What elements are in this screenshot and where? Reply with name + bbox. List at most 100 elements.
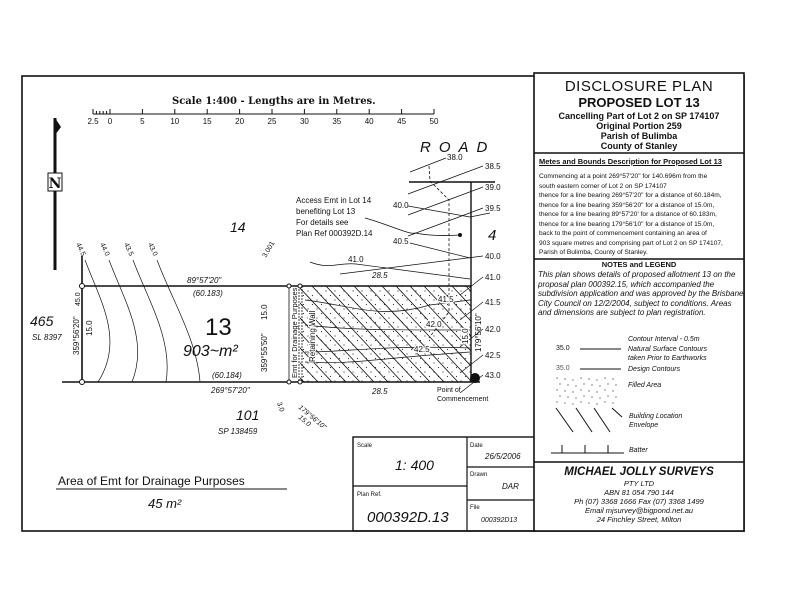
title-block	[533, 72, 745, 532]
lot-101-label: 101	[236, 407, 259, 423]
scale-bar: Scale 1:400 - Lengths are in Metres. 2.5…	[87, 96, 439, 126]
emt-label: Emt for Drainage Purposes	[290, 287, 299, 378]
lot-13-parcel: 44.5 44.0 43.5 43.0 13 903~m² 14 465 SL 839…	[30, 219, 480, 436]
commencement-label: Point of	[437, 387, 461, 394]
lot-14-label: 14	[230, 219, 246, 235]
notes-heading: NOTES and LEGEND	[601, 260, 677, 269]
svg-text:Commencement: Commencement	[437, 396, 488, 403]
contours-right: 38.0 38.5 39.0 39.5 40.0 41.0 41.5 42.0 42.5 43.0	[339, 153, 501, 394]
contour-label: 43.0	[485, 371, 501, 380]
legend-filled: Filled Area	[628, 382, 662, 389]
contour-label: 42.5	[414, 345, 430, 354]
svg-text:359°55'50": 359°55'50"	[260, 333, 269, 372]
contour-line	[156, 259, 201, 383]
retaining-wall-label: Retaining Wall	[308, 310, 317, 362]
drainage-area-note: Area of Emt for Drainage Purposes 45 m²	[56, 474, 287, 511]
building-envelope: Retaining Wall 41.5 42.0 42.5 28.5 28.5 …	[300, 271, 488, 403]
svg-text:Scale: Scale	[357, 443, 373, 449]
svg-text:15.0: 15.0	[260, 304, 269, 320]
legend-natural-value: 35.0	[556, 345, 570, 352]
svg-text:3.001: 3.001	[262, 240, 277, 259]
scale-tick-label: 5	[140, 117, 145, 126]
contour-label: 42.5	[485, 351, 501, 360]
svg-text:26/5/2006: 26/5/2006	[484, 452, 521, 461]
contour-label: 42.0	[485, 325, 501, 334]
plan-subtitle: PROPOSED LOT 13	[578, 95, 700, 110]
notes-text: This plan shows details of proposed allo…	[538, 270, 744, 318]
company-name: MICHAEL JOLLY SURVEYS	[564, 466, 714, 478]
svg-text:Date: Date	[470, 443, 483, 449]
metes-heading: Metes and Bounds Description for Propose…	[539, 157, 722, 166]
contour-line	[84, 259, 111, 383]
lot-4-label: 4	[488, 227, 496, 244]
contour-line	[132, 259, 168, 383]
contour-label: 41.0	[485, 273, 501, 282]
svg-text:benefiting Lot 13: benefiting Lot 13	[296, 207, 356, 216]
north-arrow-icon: N	[47, 118, 63, 270]
scale-tick-label: 30	[300, 117, 309, 126]
svg-text:(60.183): (60.183)	[193, 289, 223, 298]
lot-13-area: 903~m²	[183, 343, 238, 360]
contour-label: 38.5	[485, 162, 501, 171]
company-details: PTY LTD ABN 81 054 790 144 Ph (07) 3368 16…	[574, 479, 704, 524]
svg-text:28.5: 28.5	[371, 271, 388, 280]
scale-tick-label: 20	[235, 117, 244, 126]
svg-text:SL 8397: SL 8397	[32, 333, 62, 342]
svg-text:40.5: 40.5	[393, 237, 409, 246]
contour-label: 43.5	[122, 242, 134, 257]
plan-title: DISCLOSURE PLAN	[564, 78, 714, 95]
svg-text:Access Emt in Lot 14: Access Emt in Lot 14	[296, 196, 372, 205]
svg-text:For details see: For details see	[296, 218, 349, 227]
scale-tick-label: 50	[430, 117, 439, 126]
legend-design-value: 35.0	[556, 365, 570, 372]
contour-label: 44.5	[74, 242, 86, 257]
svg-text:(60.184): (60.184)	[212, 371, 242, 380]
legend-natural: Natural Surface Contours taken Prior to E…	[628, 346, 707, 362]
lot-465-label: 465	[30, 313, 54, 329]
svg-text:15.0: 15.0	[85, 320, 94, 336]
plan-ref-value: 000392D.13	[367, 509, 449, 526]
contour-label: 44.0	[98, 242, 110, 257]
svg-text:359°56'20": 359°56'20"	[72, 316, 81, 355]
contour-label: 42.0	[426, 320, 442, 329]
svg-text:28.5: 28.5	[371, 387, 388, 396]
legend-batter: Batter	[629, 447, 648, 454]
scale-tick-label: 35	[332, 117, 341, 126]
contour-line	[108, 259, 139, 383]
svg-text:45 m²: 45 m²	[148, 496, 182, 511]
drainage-easement: Emt for Drainage Purposes	[286, 283, 303, 385]
metes-description: Commencing at a point 269°57'20" for 140…	[539, 173, 723, 256]
contour-label: 41.5	[485, 298, 501, 307]
scale-tick-label: 2.5	[87, 117, 99, 126]
svg-text:Plan Ref.: Plan Ref.	[357, 492, 382, 498]
road-frontage: ROAD 4	[364, 139, 496, 382]
svg-text:45.0: 45.0	[75, 292, 82, 306]
svg-text:File: File	[470, 505, 480, 511]
svg-text:DAR: DAR	[502, 482, 519, 491]
contour-label: 41.5	[438, 295, 454, 304]
svg-text:Area of Emt for Drainage Purpo: Area of Emt for Drainage Purposes	[58, 474, 245, 488]
north-label: N	[49, 176, 62, 192]
legend-envelope: Building Location Envelope	[629, 413, 683, 429]
svg-text:Plan Ref 000392D.14: Plan Ref 000392D.14	[296, 229, 373, 238]
contour-label: 40.0	[485, 252, 501, 261]
svg-text:3.0: 3.0	[275, 401, 285, 413]
svg-text:40.0: 40.0	[393, 201, 409, 210]
legend-interval: Contour Interval - 0.5m	[628, 336, 700, 343]
road-label: ROAD	[420, 139, 495, 156]
scale-tick-label: 45	[397, 117, 406, 126]
legend-design: Design Contours	[628, 366, 681, 373]
contour-label: 39.5	[485, 204, 501, 213]
lot-13-number: 13	[205, 314, 232, 341]
svg-text:41.0: 41.0	[348, 255, 364, 264]
svg-text:179°56'10": 179°56'10"	[474, 313, 483, 352]
contour-label: 38.0	[447, 153, 463, 162]
contour-label: 39.0	[485, 183, 501, 192]
inner-contours: 40.0 40.5 41.0	[309, 201, 491, 280]
scale-tick-label: 40	[365, 117, 374, 126]
plan-info-table: Scale 1: 400 Plan Ref. 000392D.13 Date 2…	[352, 436, 536, 532]
access-easement-note: Access Emt in Lot 14 benefiting Lot 13 F…	[296, 196, 373, 238]
top-bearing: 89°57'20"	[187, 276, 222, 285]
contour-label: 43.0	[146, 242, 158, 257]
